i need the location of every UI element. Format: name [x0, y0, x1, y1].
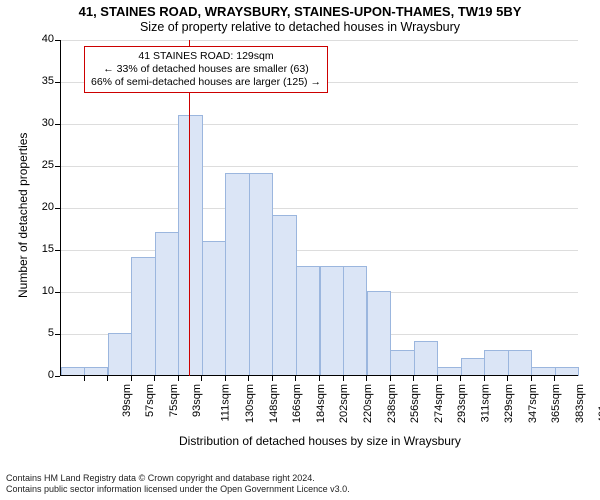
x-tick-label: 184sqm — [315, 384, 327, 423]
info-line-3: 66% of semi-detached houses are larger (… — [91, 76, 321, 89]
histogram-bar — [131, 257, 155, 376]
x-tick-label: 202sqm — [339, 384, 351, 423]
histogram-bar — [155, 232, 179, 376]
histogram-bar — [202, 241, 226, 376]
x-tick-label: 39sqm — [121, 384, 133, 417]
x-tick-label: 220sqm — [362, 384, 374, 423]
y-tick-label: 35 — [30, 75, 54, 87]
x-tick-label: 75sqm — [168, 384, 180, 417]
x-tick-label: 256sqm — [409, 384, 421, 423]
x-tick-mark — [154, 376, 155, 381]
y-tick-label: 25 — [30, 159, 54, 171]
y-tick-label: 0 — [30, 369, 54, 381]
y-tick-label: 30 — [30, 117, 54, 129]
info-box: 41 STAINES ROAD: 129sqm ← 33% of detache… — [84, 46, 328, 93]
y-tick-mark — [55, 40, 60, 41]
x-tick-mark — [84, 376, 85, 381]
y-axis-label: Number of detached properties — [16, 133, 30, 298]
histogram-bar — [178, 115, 202, 376]
y-tick-mark — [55, 82, 60, 83]
histogram-bar — [320, 266, 344, 376]
x-tick-mark — [343, 376, 344, 381]
x-tick-mark — [248, 376, 249, 381]
y-tick-label: 40 — [30, 33, 54, 45]
y-tick-mark — [55, 292, 60, 293]
x-tick-mark — [107, 376, 108, 381]
y-tick-label: 5 — [30, 327, 54, 339]
x-tick-label: 274sqm — [433, 384, 445, 423]
footer-line-1: Contains HM Land Registry data © Crown c… — [6, 473, 594, 483]
x-tick-label: 166sqm — [292, 384, 304, 423]
x-tick-mark — [366, 376, 367, 381]
x-tick-mark — [131, 376, 132, 381]
y-tick-mark — [55, 334, 60, 335]
x-tick-label: 365sqm — [551, 384, 563, 423]
histogram-bar — [249, 173, 273, 376]
x-tick-label: 329sqm — [503, 384, 515, 423]
x-tick-label: 293sqm — [456, 384, 468, 423]
y-axis-line — [60, 40, 61, 376]
footer-line-2: Contains public sector information licen… — [6, 484, 594, 494]
y-tick-label: 15 — [30, 243, 54, 255]
histogram-bar — [296, 266, 320, 376]
histogram-bar — [272, 215, 296, 376]
x-tick-mark — [201, 376, 202, 381]
y-tick-mark — [55, 166, 60, 167]
info-line-2: ← 33% of detached houses are smaller (63… — [91, 63, 321, 76]
info-line-1: 41 STAINES ROAD: 129sqm — [91, 50, 321, 63]
histogram-bar — [108, 333, 132, 376]
x-tick-label: 111sqm — [219, 384, 231, 422]
gridline — [60, 208, 578, 209]
histogram-bar — [390, 350, 414, 376]
x-tick-label: 148sqm — [268, 384, 280, 423]
x-tick-mark — [484, 376, 485, 381]
y-tick-mark — [55, 124, 60, 125]
histogram-bar — [508, 350, 532, 376]
y-tick-label: 20 — [30, 201, 54, 213]
x-tick-mark — [413, 376, 414, 381]
gridline — [60, 124, 578, 125]
histogram-bar — [225, 173, 249, 376]
x-tick-mark — [507, 376, 508, 381]
y-tick-mark — [55, 376, 60, 377]
x-tick-mark — [178, 376, 179, 381]
histogram-bar — [367, 291, 391, 376]
x-tick-mark — [295, 376, 296, 381]
x-tick-label: 57sqm — [144, 384, 156, 417]
chart-subtitle: Size of property relative to detached ho… — [0, 20, 600, 35]
x-tick-label: 238sqm — [386, 384, 398, 423]
x-tick-mark — [460, 376, 461, 381]
gridline — [60, 250, 578, 251]
y-tick-mark — [55, 250, 60, 251]
plot-area: 41 STAINES ROAD: 129sqm ← 33% of detache… — [60, 40, 578, 376]
x-tick-mark — [319, 376, 320, 381]
x-tick-label: 311sqm — [479, 384, 491, 422]
gridline — [60, 40, 578, 41]
histogram-bar — [461, 358, 485, 376]
x-axis-label: Distribution of detached houses by size … — [179, 434, 461, 448]
x-tick-label: 130sqm — [244, 384, 256, 423]
y-tick-label: 10 — [30, 285, 54, 297]
x-tick-label: 383sqm — [574, 384, 586, 423]
x-tick-mark — [531, 376, 532, 381]
histogram-bar — [484, 350, 508, 376]
x-tick-label: 347sqm — [527, 384, 539, 423]
gridline — [60, 166, 578, 167]
chart-title: 41, STAINES ROAD, WRAYSBURY, STAINES-UPO… — [0, 0, 600, 20]
x-tick-mark — [272, 376, 273, 381]
x-tick-mark — [390, 376, 391, 381]
chart-container: 41, STAINES ROAD, WRAYSBURY, STAINES-UPO… — [0, 0, 600, 500]
x-tick-mark — [225, 376, 226, 381]
x-tick-mark — [437, 376, 438, 381]
y-tick-mark — [55, 208, 60, 209]
histogram-bar — [343, 266, 367, 376]
footer: Contains HM Land Registry data © Crown c… — [0, 469, 600, 500]
histogram-bar — [414, 341, 438, 376]
x-tick-label: 93sqm — [191, 384, 203, 417]
x-tick-mark — [554, 376, 555, 381]
